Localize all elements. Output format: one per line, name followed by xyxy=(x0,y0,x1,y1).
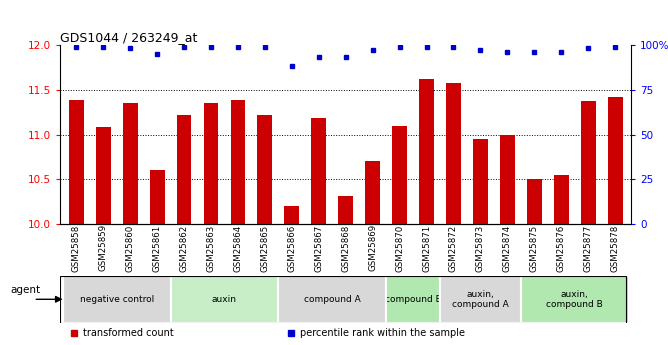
Text: compound A: compound A xyxy=(304,295,361,304)
Text: GSM25876: GSM25876 xyxy=(556,224,566,272)
Text: compound B: compound B xyxy=(385,295,442,304)
Bar xyxy=(257,115,273,224)
Text: GSM25874: GSM25874 xyxy=(503,224,512,272)
Bar xyxy=(123,103,138,224)
Text: GSM25862: GSM25862 xyxy=(180,224,188,272)
Text: GSM25866: GSM25866 xyxy=(287,224,297,272)
Text: GSM25873: GSM25873 xyxy=(476,224,485,272)
Text: GSM25870: GSM25870 xyxy=(395,224,404,272)
Bar xyxy=(69,100,84,224)
Bar xyxy=(580,101,596,224)
Text: GSM25865: GSM25865 xyxy=(261,224,269,272)
Bar xyxy=(473,139,488,224)
Bar xyxy=(279,276,386,323)
Bar xyxy=(176,115,192,224)
Text: GSM25867: GSM25867 xyxy=(314,224,323,272)
Text: GSM25872: GSM25872 xyxy=(449,224,458,272)
Bar xyxy=(338,196,353,224)
Bar xyxy=(311,118,326,224)
Text: negative control: negative control xyxy=(79,295,154,304)
Bar xyxy=(230,100,245,224)
Text: GSM25868: GSM25868 xyxy=(341,224,350,272)
Bar xyxy=(204,103,218,224)
Text: auxin,
compound B: auxin, compound B xyxy=(546,289,603,309)
Text: GSM25877: GSM25877 xyxy=(584,224,593,272)
Bar xyxy=(446,82,461,224)
Text: GSM25861: GSM25861 xyxy=(152,224,162,272)
Text: GSM25869: GSM25869 xyxy=(368,224,377,272)
Text: GSM25860: GSM25860 xyxy=(126,224,135,272)
Bar xyxy=(96,127,111,224)
Bar xyxy=(365,161,380,224)
Bar xyxy=(285,206,299,224)
Text: GSM25878: GSM25878 xyxy=(611,224,620,272)
Bar xyxy=(392,126,407,224)
Text: auxin: auxin xyxy=(212,295,237,304)
Text: GSM25871: GSM25871 xyxy=(422,224,431,272)
Text: agent: agent xyxy=(10,285,40,295)
Text: GSM25858: GSM25858 xyxy=(71,224,81,272)
Text: transformed count: transformed count xyxy=(83,328,174,338)
Text: GSM25859: GSM25859 xyxy=(99,224,108,272)
Text: GSM25864: GSM25864 xyxy=(233,224,242,272)
Bar xyxy=(419,79,434,224)
Bar xyxy=(527,179,542,224)
Bar xyxy=(386,276,440,323)
Text: GSM25863: GSM25863 xyxy=(206,224,216,272)
Bar xyxy=(440,276,521,323)
Bar xyxy=(63,276,170,323)
Text: GDS1044 / 263249_at: GDS1044 / 263249_at xyxy=(60,31,198,44)
Bar xyxy=(170,276,279,323)
Text: GSM25875: GSM25875 xyxy=(530,224,539,272)
Bar xyxy=(150,170,164,224)
Bar xyxy=(554,175,568,224)
Bar xyxy=(500,135,515,224)
Bar xyxy=(608,97,623,224)
Bar xyxy=(521,276,629,323)
Text: auxin,
compound A: auxin, compound A xyxy=(452,289,509,309)
Text: percentile rank within the sample: percentile rank within the sample xyxy=(300,328,465,338)
